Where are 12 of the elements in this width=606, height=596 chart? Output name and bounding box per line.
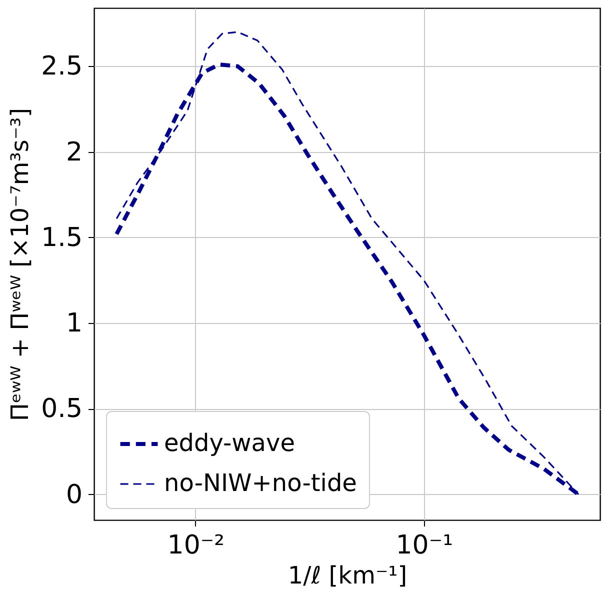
y-axis-title: Πᵉʷᵂ + Πʷᵉᵂ [×10⁻⁷m³s⁻³] bbox=[6, 108, 34, 422]
legend-label: eddy-wave bbox=[164, 429, 295, 457]
y-tick-label: 1.5 bbox=[41, 222, 82, 253]
y-tick-label: 1 bbox=[66, 308, 82, 339]
x-tick-label: 10⁻¹ bbox=[396, 530, 453, 560]
x-axis-title: 1/ℓ [km⁻¹] bbox=[288, 562, 408, 590]
y-tick-label: 0.5 bbox=[41, 394, 82, 424]
y-tick-label: 2 bbox=[66, 137, 82, 168]
y-tick-label: 0 bbox=[66, 480, 82, 510]
x-tick-label: 10⁻² bbox=[167, 530, 224, 560]
y-tick-label: 2.5 bbox=[41, 52, 82, 82]
legend-label: no-NIW+no-tide bbox=[164, 469, 357, 497]
